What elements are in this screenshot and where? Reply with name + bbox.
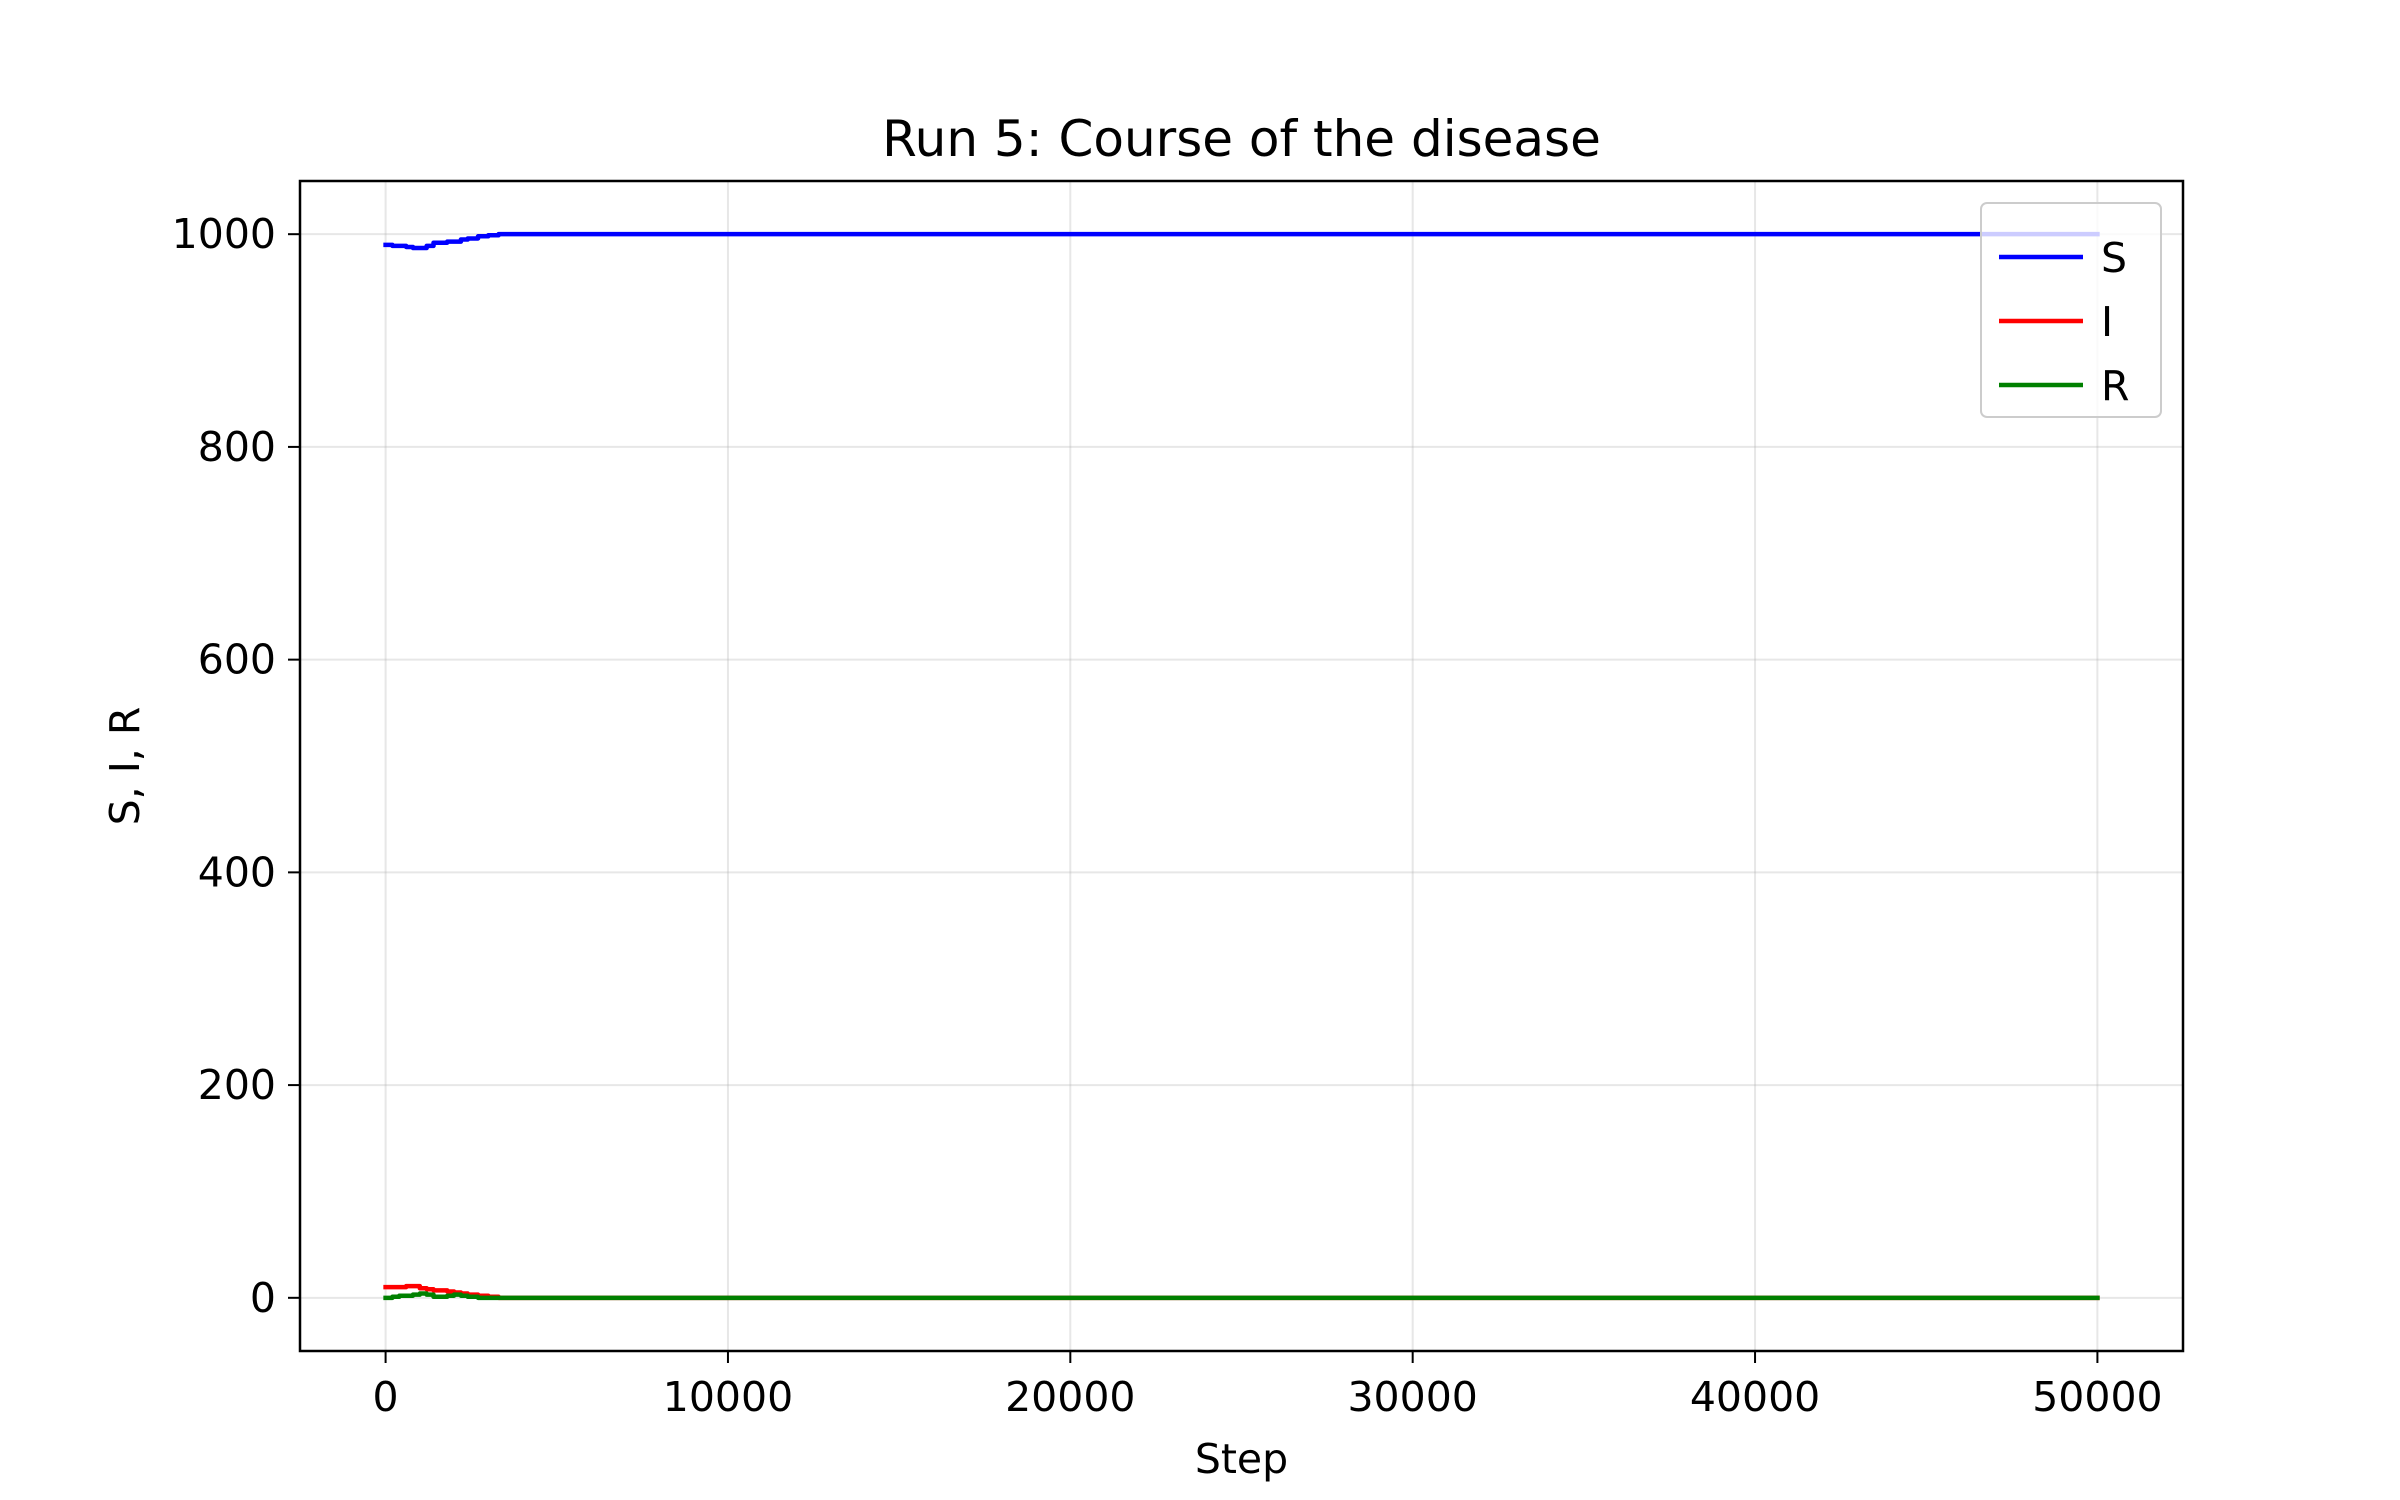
x-tick-label: 30000	[1347, 1373, 1477, 1421]
x-tick-label: 10000	[663, 1373, 793, 1421]
y-tick-label: 800	[198, 423, 276, 471]
plot-frame	[298, 179, 2185, 1353]
x-tick-label: 20000	[1005, 1373, 1135, 1421]
x-tick-label: 0	[373, 1373, 399, 1421]
series-line-s	[383, 231, 2100, 251]
legend-label-r: R	[2101, 362, 2130, 410]
grid	[300, 181, 2183, 1351]
y-tick-label: 400	[198, 848, 276, 896]
y-tick-label: 0	[250, 1274, 276, 1322]
x-tick-label: 40000	[1690, 1373, 1820, 1421]
series-lines	[383, 231, 2100, 1301]
y-tick-label: 200	[198, 1061, 276, 1109]
ticks: 0 10000 20000 30000 40000 50000 0 200 400 600 800 1…	[172, 210, 2163, 1421]
legend: SIR	[1980, 202, 2162, 418]
y-tick-label: 1000	[172, 210, 276, 258]
legend-label-i: I	[2101, 298, 2113, 346]
y-tick-label: 600	[198, 636, 276, 684]
y-axis-title: S, I, R	[101, 707, 149, 826]
x-tick-label: 50000	[2032, 1373, 2162, 1421]
chart-title: Run 5: Course of the disease	[882, 110, 1601, 168]
legend-label-s: S	[2101, 234, 2127, 282]
x-axis-title: Step	[1195, 1435, 1288, 1483]
series-line-r	[383, 1291, 2100, 1301]
